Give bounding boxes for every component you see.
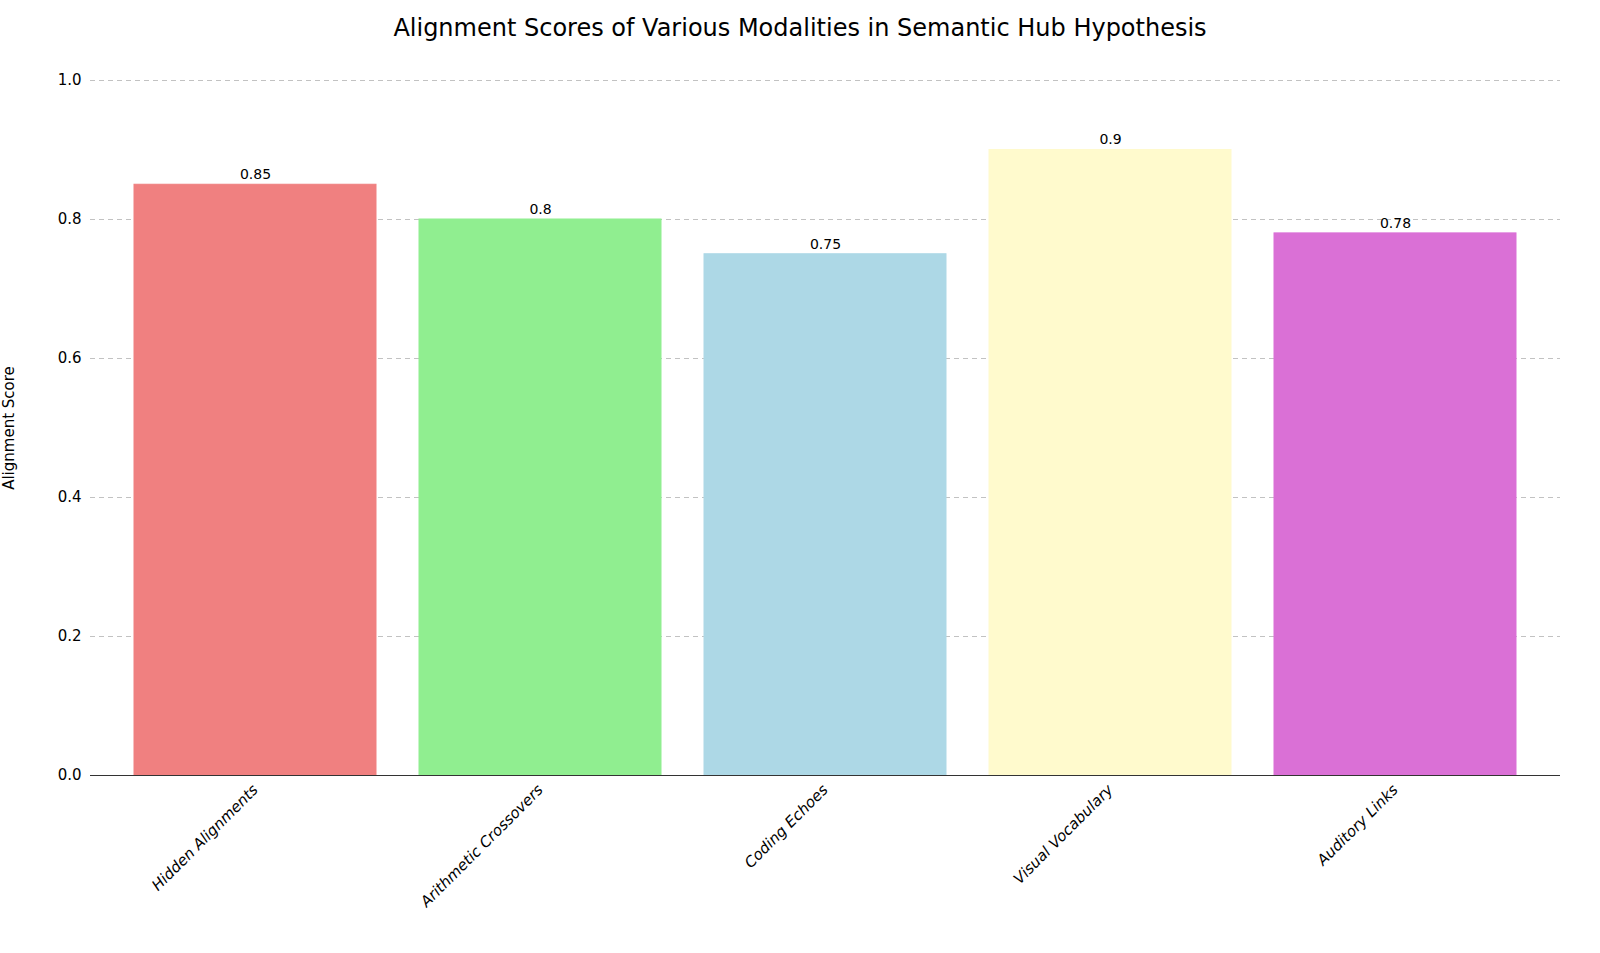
- svg-text:Coding Echoes: Coding Echoes: [741, 781, 832, 872]
- html-text:Alignment Scores of Various Mo: Alignment Scores of Various Modalities i…: [393, 14, 1207, 42]
- svg-text:0.85: 0.85: [240, 166, 271, 182]
- svg-text:0.75: 0.75: [810, 236, 841, 252]
- svg-text:0.4: 0.4: [58, 488, 82, 506]
- svg-text:Visual Vocabulary: Visual Vocabulary: [1010, 780, 1118, 888]
- svg-text:0.78: 0.78: [1380, 215, 1411, 231]
- svg-text:Auditory Links: Auditory Links: [1313, 781, 1402, 870]
- svg-text:0.0: 0.0: [58, 766, 82, 784]
- svg-text:0.8: 0.8: [58, 210, 82, 228]
- svg-text:Hidden Alignments: Hidden Alignments: [148, 781, 262, 895]
- svg-text:0.9: 0.9: [1099, 131, 1121, 147]
- svg-text:Arithmetic Crossovers: Arithmetic Crossovers: [416, 781, 547, 912]
- svg-text:1.0: 1.0: [58, 71, 82, 89]
- svg-text:0.6: 0.6: [58, 349, 82, 367]
- svg-text:0.8: 0.8: [529, 201, 551, 217]
- svg-text:0.2: 0.2: [58, 627, 82, 645]
- svg-text:Alignment Score: Alignment Score: [0, 366, 18, 490]
